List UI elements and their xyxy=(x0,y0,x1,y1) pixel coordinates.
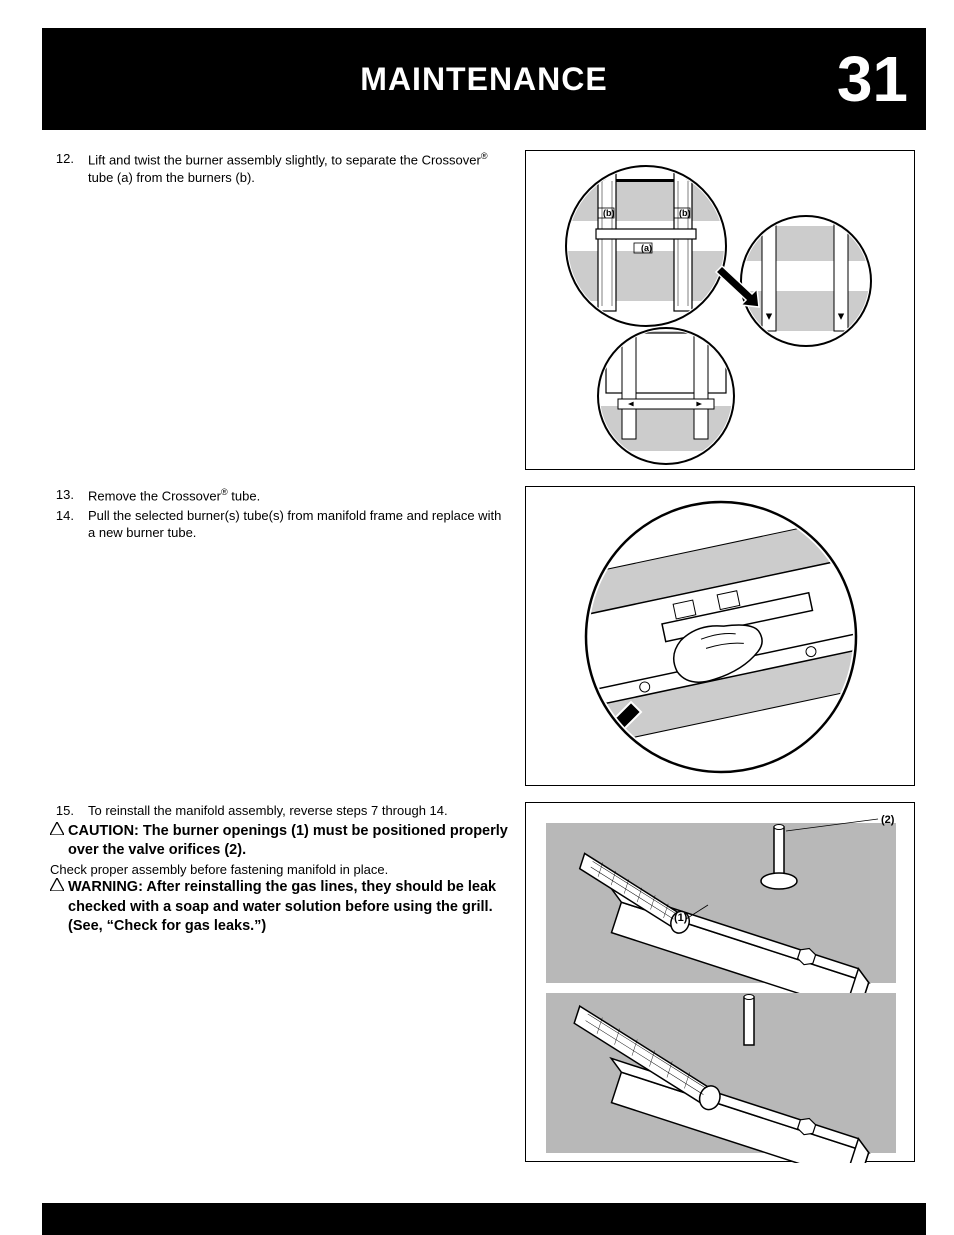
figure-2-box xyxy=(525,486,915,786)
step-14: 14. Pull the selected burner(s) tube(s) … xyxy=(50,507,510,542)
fig3-label-2: (2) xyxy=(881,814,895,826)
step-number: 15. xyxy=(50,802,88,820)
registered-mark: ® xyxy=(221,487,228,497)
warning-triangle-icon xyxy=(50,878,68,937)
step-number: 13. xyxy=(50,486,88,505)
figure-2-col xyxy=(520,486,920,786)
fig1-label-a: (a) xyxy=(641,243,652,253)
step-13: 13. Remove the Crossover® tube. xyxy=(50,486,510,505)
section-1-text: 12. Lift and twist the burner assembly s… xyxy=(50,150,520,470)
step-text-after: tube (a) from the burners (b). xyxy=(88,170,255,185)
footer-bar xyxy=(42,1203,926,1235)
warning-line: WARNING: After reinstalling the gas line… xyxy=(50,878,510,937)
step-text-before: To reinstall the manifold assembly, reve… xyxy=(88,803,448,818)
fig1-label-b1: (b) xyxy=(603,208,615,218)
step-text-after: tube. xyxy=(228,488,261,503)
fig1-label-b2: (b) xyxy=(679,208,691,218)
step-12: 12. Lift and twist the burner assembly s… xyxy=(50,150,510,186)
fig3-label-1: (1) xyxy=(674,912,688,924)
caution-block: CAUTION: The burner openings (1) must be… xyxy=(50,822,510,937)
warning-triangle-icon xyxy=(50,822,68,861)
caution-line: CAUTION: The burner openings (1) must be… xyxy=(50,822,510,861)
step-text: Lift and twist the burner assembly sligh… xyxy=(88,150,510,186)
section-3-text: 15. To reinstall the manifold assembly, … xyxy=(50,802,520,1162)
step-number: 12. xyxy=(50,150,88,186)
content-area: 12. Lift and twist the burner assembly s… xyxy=(50,150,930,1178)
step-text-before: Pull the selected burner(s) tube(s) from… xyxy=(88,508,501,541)
header-bar: MAINTENANCE 31 xyxy=(42,28,926,130)
figure-3-svg: (2) (1) xyxy=(526,803,916,1163)
plain-text: Check proper assembly before fastening m… xyxy=(50,861,510,879)
figure-1-col: (b) (b) (a) xyxy=(520,150,920,470)
figure-2-svg xyxy=(526,487,916,787)
figure-3-box: (2) (1) xyxy=(525,802,915,1162)
caution-text: CAUTION: The burner openings (1) must be… xyxy=(68,822,510,861)
warning-text: WARNING: After reinstalling the gas line… xyxy=(68,878,510,937)
registered-mark: ® xyxy=(481,151,488,161)
step-text-before: Lift and twist the burner assembly sligh… xyxy=(88,152,481,167)
figure-3-col: (2) (1) xyxy=(520,802,920,1162)
step-text: To reinstall the manifold assembly, reve… xyxy=(88,802,510,820)
figure-1-svg: (b) (b) (a) xyxy=(526,151,916,471)
section-3: 15. To reinstall the manifold assembly, … xyxy=(50,802,930,1162)
step-15: 15. To reinstall the manifold assembly, … xyxy=(50,802,510,820)
page-number: 31 xyxy=(837,42,908,116)
section-2: 13. Remove the Crossover® tube. 14. Pull… xyxy=(50,486,930,786)
section-1: 12. Lift and twist the burner assembly s… xyxy=(50,150,930,470)
step-text-before: Remove the Crossover xyxy=(88,488,221,503)
step-text: Remove the Crossover® tube. xyxy=(88,486,510,505)
page-title: MAINTENANCE xyxy=(360,61,607,98)
figure-1-box: (b) (b) (a) xyxy=(525,150,915,470)
section-2-text: 13. Remove the Crossover® tube. 14. Pull… xyxy=(50,486,520,786)
step-text: Pull the selected burner(s) tube(s) from… xyxy=(88,507,510,542)
step-number: 14. xyxy=(50,507,88,542)
